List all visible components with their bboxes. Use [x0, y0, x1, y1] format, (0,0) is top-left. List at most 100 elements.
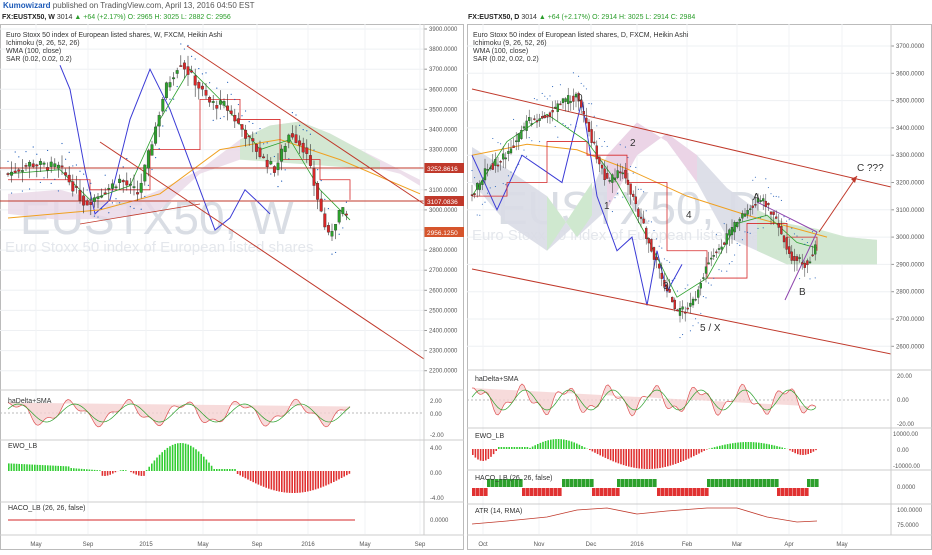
candle: [97, 197, 100, 199]
sar-dot: [604, 141, 605, 142]
sar-dot: [216, 87, 217, 88]
sar-dot: [666, 260, 667, 261]
sar-dot: [794, 233, 795, 234]
left-sub-label-haco[interactable]: HACO_LB (26, 26, false): [8, 505, 85, 512]
left-sub-label-hadelta[interactable]: haDelta+SMA: [8, 398, 51, 405]
right-ewo-histogram: [472, 439, 817, 469]
sar-dot: [335, 252, 336, 253]
candle: [216, 105, 219, 108]
ewo-bar: [615, 449, 617, 462]
y-tick-label: 3000.0000: [896, 235, 925, 241]
sar-dot: [742, 239, 743, 240]
haco-block: [763, 479, 767, 487]
ewo-bar: [698, 449, 700, 454]
sar-dot: [737, 243, 738, 244]
left-main-plot[interactable]: [0, 43, 424, 359]
sar-dot: [474, 177, 475, 178]
ewo-bar: [68, 466, 70, 471]
candle: [788, 247, 790, 254]
sar-dot: [487, 193, 488, 194]
y-tick-label: 3100.0000: [429, 188, 458, 194]
sar-dot: [223, 116, 224, 117]
ewo-bar: [771, 445, 773, 449]
left-chart-svg[interactable]: EUSTX50, W Euro Stoxx 50 index of Europe…: [0, 24, 464, 550]
ewo-bar: [815, 449, 817, 450]
price-badge-label: 2956.1250: [427, 230, 458, 237]
candle: [489, 168, 491, 169]
legend-wma[interactable]: WMA (100, close): [473, 48, 688, 56]
candle: [313, 169, 316, 186]
haco-block: [578, 479, 582, 487]
ewo-bar: [187, 445, 189, 471]
ewo-bar: [521, 447, 523, 449]
author-link[interactable]: Kumowizard: [3, 1, 51, 10]
sar-dot: [155, 157, 156, 158]
legend-ichimoku[interactable]: Ichimoku (9, 26, 52, 26): [473, 40, 688, 48]
right-sub-label-haco[interactable]: HACO_LB (26, 26, false): [475, 475, 552, 482]
y-tick-label: 3600.0000: [429, 87, 458, 93]
right-sub-label-hadelta[interactable]: haDelta+SMA: [475, 376, 518, 383]
sar-dot: [500, 143, 501, 144]
legend-ichimoku[interactable]: Ichimoku (9, 26, 52, 26): [6, 40, 222, 48]
ewo-bar: [55, 466, 57, 471]
right-chart-svg[interactable]: EUSTX50, D Euro Stoxx 50 index of Europe…: [467, 24, 932, 550]
haco-block: [767, 479, 771, 487]
sar-dot: [54, 179, 55, 180]
candle: [75, 186, 78, 187]
sar-dot: [809, 278, 810, 279]
sar-dot: [510, 172, 511, 173]
sar-dot: [490, 187, 491, 188]
y-tick-label: 3700.0000: [429, 67, 458, 73]
right-sub-label-ewo[interactable]: EWO_LB: [475, 433, 504, 440]
right-chart-panel[interactable]: EUSTX50, D Euro Stoxx 50 index of Europe…: [467, 24, 932, 550]
sar-dot: [259, 128, 260, 129]
right-ohlc: O: 2914 H: 3025 L: 2914 C: 2984: [592, 14, 695, 21]
candle: [270, 161, 273, 164]
haco-block: [649, 479, 653, 487]
ewo-bar: [514, 447, 516, 449]
candle: [731, 227, 733, 235]
ewo-bar: [480, 449, 482, 461]
legend-sar[interactable]: SAR (0.02, 0.02, 0.2): [6, 56, 222, 64]
sar-dot: [570, 124, 571, 125]
ewo-bar: [102, 471, 104, 476]
candle: [622, 173, 624, 174]
sar-dot: [677, 291, 678, 292]
sar-dot: [562, 123, 563, 124]
ewo-bar: [677, 449, 679, 463]
sar-dot: [29, 188, 30, 189]
ewo-bar: [472, 449, 474, 455]
sar-dot: [750, 233, 751, 234]
sar-dot: [288, 158, 289, 159]
legend-wma[interactable]: WMA (100, close): [6, 48, 222, 56]
right-sub-label-atr[interactable]: ATR (14, RMA): [475, 508, 522, 515]
sar-dot: [249, 121, 250, 122]
ewo-bar: [636, 449, 638, 468]
haco-block: [727, 479, 731, 487]
left-sub-label-ewo[interactable]: EWO_LB: [8, 443, 37, 450]
ewo-bar: [263, 471, 265, 487]
candle: [21, 170, 24, 171]
sar-dot: [588, 103, 589, 104]
x-tick-label: May: [359, 542, 370, 548]
sar-dot: [679, 337, 680, 338]
ewo-bar: [784, 448, 786, 449]
legend-sar[interactable]: SAR (0.02, 0.02, 0.2): [473, 56, 688, 64]
candle: [806, 261, 808, 265]
ewo-bar: [122, 470, 124, 471]
ewo-bar: [651, 449, 653, 469]
candle: [302, 143, 305, 152]
tick-label: 0.00: [897, 448, 909, 454]
left-chart-panel[interactable]: EUSTX50, W Euro Stoxx 50 index of Europe…: [0, 24, 464, 550]
candle: [773, 212, 775, 215]
haco-block: [534, 488, 538, 496]
tick-label: 0.0000: [897, 485, 916, 491]
candle: [747, 210, 749, 214]
candle: [744, 214, 746, 217]
candle: [64, 172, 67, 175]
sar-dot: [534, 98, 535, 99]
haco-block: [570, 479, 574, 487]
y-tick-label: 2700.0000: [429, 268, 458, 274]
ewo-bar: [312, 471, 314, 490]
ewo-bar: [597, 449, 599, 454]
